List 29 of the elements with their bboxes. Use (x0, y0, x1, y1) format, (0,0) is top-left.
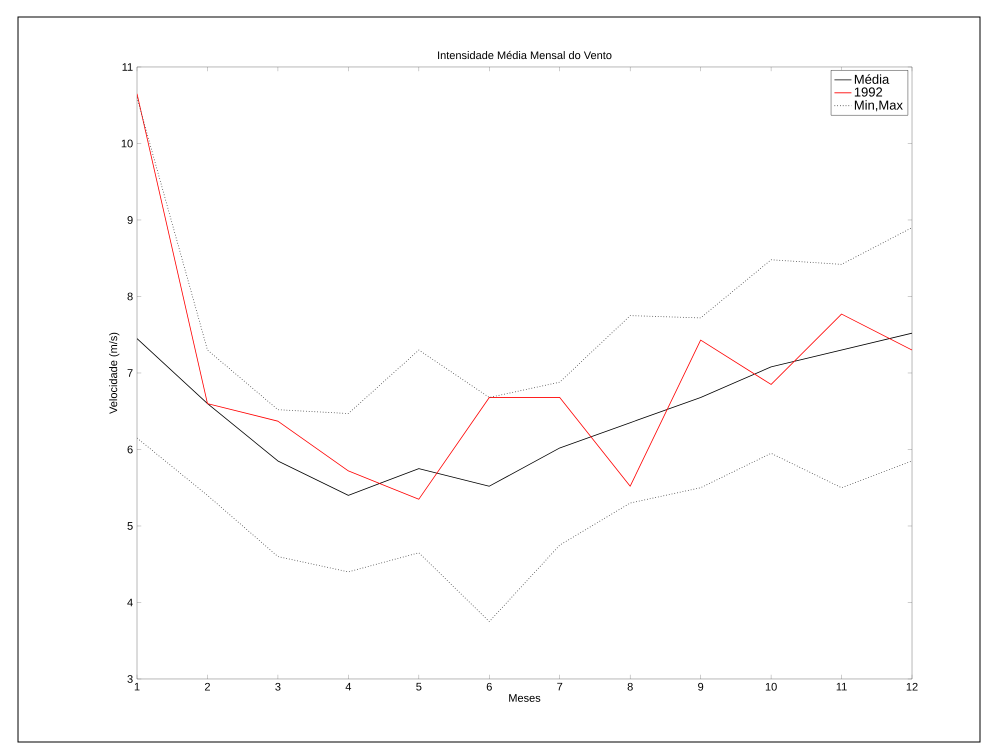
x-tick-label: 10 (766, 682, 777, 691)
y-tick-label: 7 (128, 369, 133, 377)
x-tick-label: 1 (134, 682, 140, 690)
y-tick-label: 8 (128, 292, 133, 300)
x-tick-label: 6 (486, 682, 492, 691)
y-tick-label: 5 (127, 522, 133, 530)
x-tick-label: 9 (698, 682, 704, 691)
chart-title: Intensidade Média Mensal do Vento (438, 50, 612, 60)
legend-label: 1992 (854, 87, 882, 97)
x-tick-label: 7 (557, 682, 562, 690)
x-tick-label: 2 (204, 682, 210, 691)
y-tick-label: 6 (128, 446, 133, 454)
line-series (137, 97, 912, 414)
y-tick-label: 4 (127, 598, 133, 606)
x-tick-label: 8 (628, 682, 633, 691)
y-axis-title: Velocidade (m/s) (109, 332, 120, 414)
legend-label: Min,Max (854, 100, 903, 112)
y-tick-label: 9 (128, 216, 133, 224)
legend-label: Média (854, 74, 890, 84)
y-tick-label: 10 (122, 140, 133, 148)
y-tick-label: 3 (127, 675, 133, 683)
x-tick-label: 4 (346, 682, 352, 690)
x-tick-label: 11 (836, 682, 847, 690)
x-tick-label: 3 (275, 682, 280, 691)
y-tick-label: 11 (122, 63, 133, 71)
x-axis-title: Meses (509, 694, 540, 702)
line-series (137, 438, 912, 622)
x-tick-label: 12 (906, 682, 918, 691)
x-tick-label: 5 (416, 682, 422, 691)
